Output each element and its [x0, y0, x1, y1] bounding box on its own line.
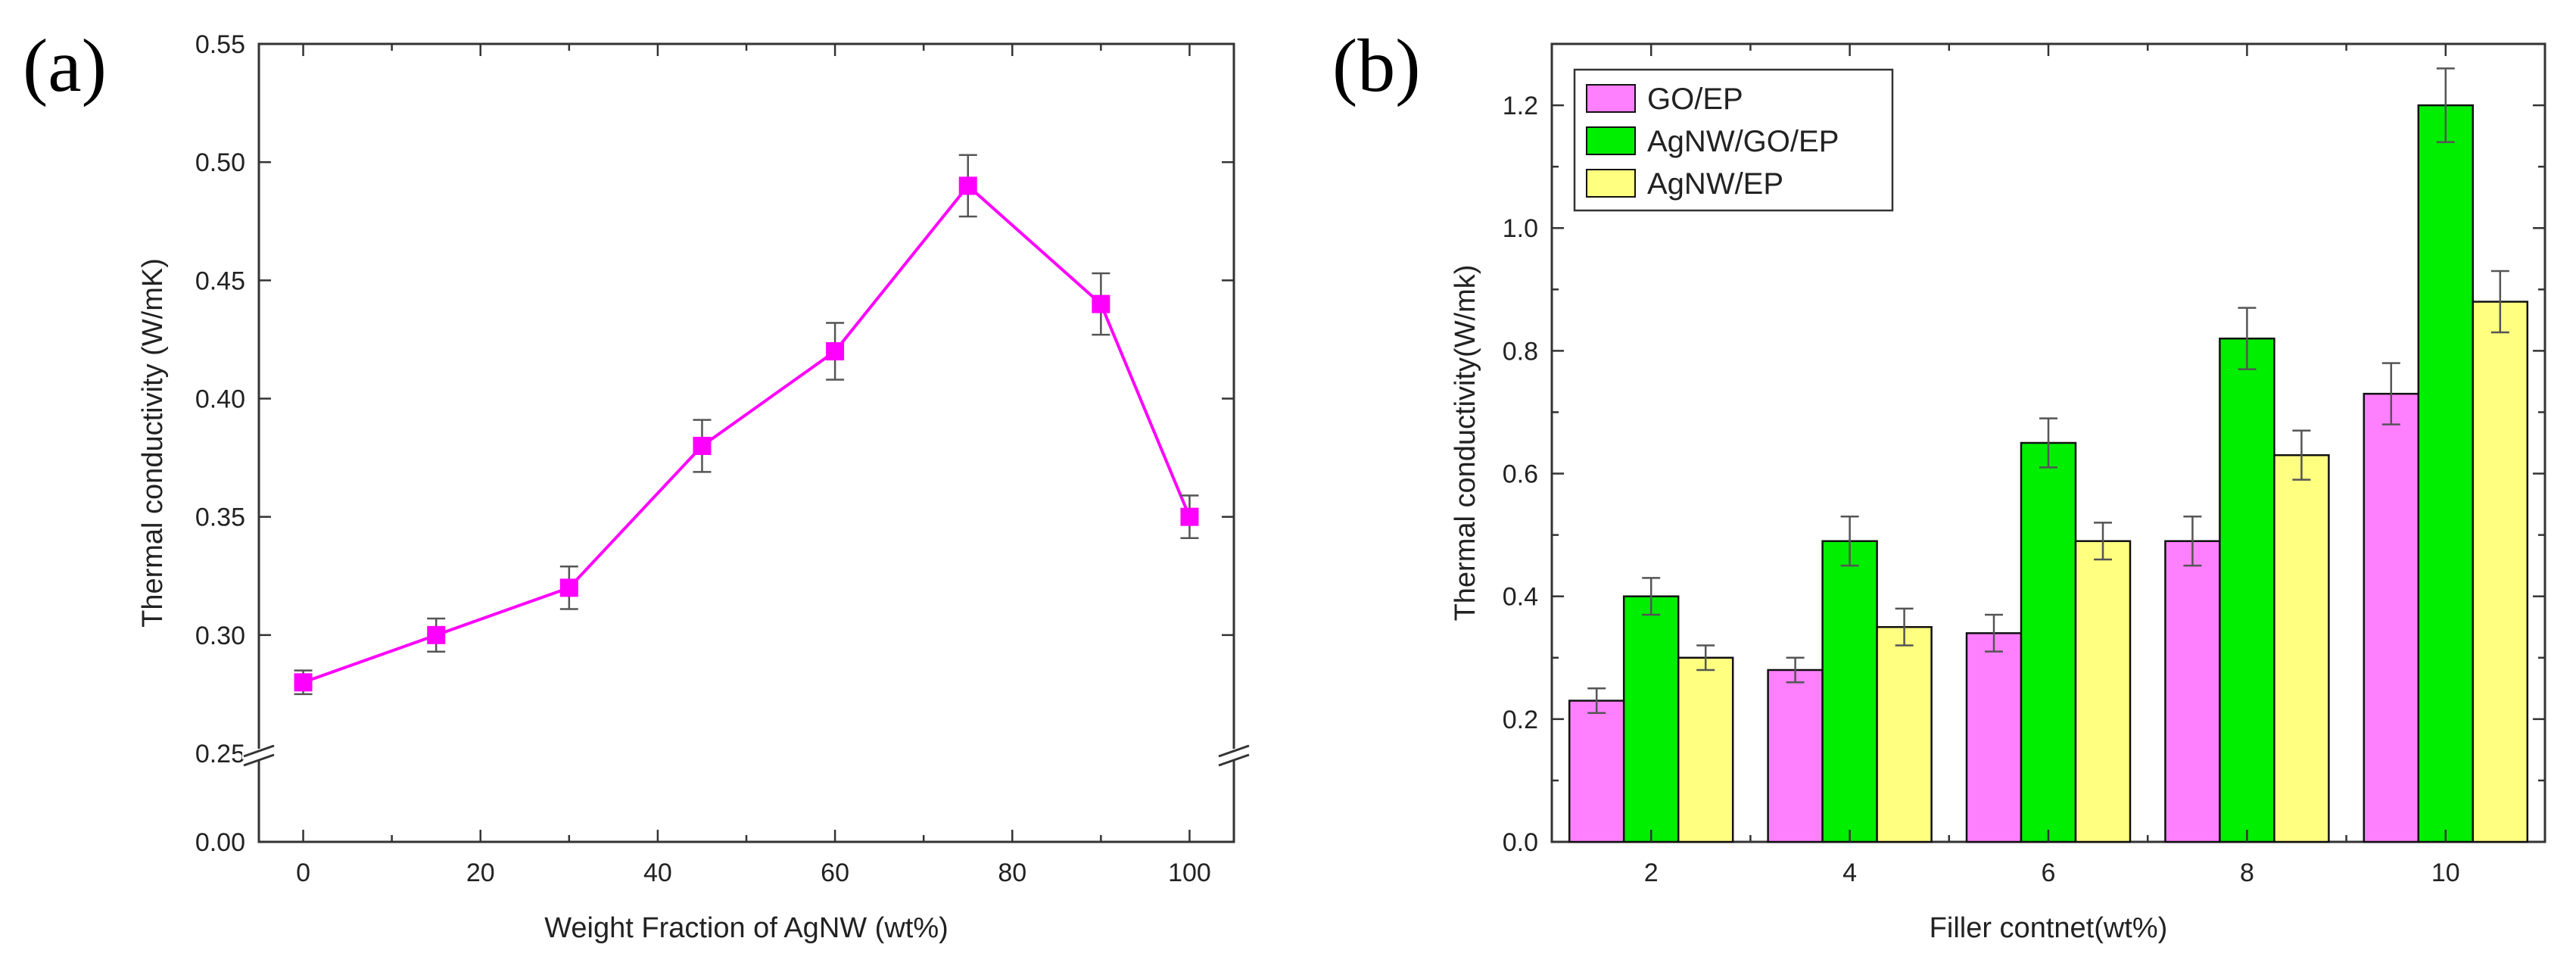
bar [2219, 337, 2275, 843]
data-point [1180, 507, 1199, 526]
legend-label: GO/EP [1647, 83, 1743, 116]
bar [2417, 104, 2475, 843]
x-tick-label: 0 [296, 859, 310, 887]
bar [2164, 540, 2221, 843]
bar [1622, 595, 1680, 843]
data-point [294, 673, 313, 692]
axis-break-mark [1218, 744, 1250, 758]
y-tick-label: 0.25 [195, 740, 245, 768]
y-tick-label: 1.0 [1503, 214, 1538, 243]
data-point [1092, 295, 1110, 313]
y-tick-label: 0.40 [195, 385, 245, 414]
axis-break-mark [243, 744, 275, 758]
panel-a-label: (a) [23, 23, 107, 108]
data-point [559, 578, 578, 597]
legend-swatch [1586, 169, 1636, 198]
bar [1876, 625, 1933, 843]
legend-label: AgNW/EP [1647, 167, 1783, 201]
y-tick-label: 0.55 [195, 30, 245, 59]
panel-b-label: (b) [1332, 23, 1421, 108]
x-tick-label: 80 [998, 859, 1026, 887]
x-tick-label: 60 [821, 859, 849, 887]
series-line [302, 183, 1191, 684]
legend-swatch [1586, 84, 1636, 113]
bar [2363, 392, 2420, 843]
panel-a-y-axis-title: Thermal conductivity (W/mK) [137, 258, 169, 628]
y-tick-label: 0.8 [1503, 337, 1538, 366]
bar [1568, 700, 1625, 843]
legend-swatch [1586, 126, 1636, 155]
y-tick-label: 0.50 [195, 148, 245, 177]
bar [2020, 441, 2077, 843]
x-tick-label: 6 [2042, 859, 2056, 887]
bar [2074, 540, 2132, 843]
y-tick-label: 1.2 [1503, 92, 1538, 120]
x-tick-label: 10 [2431, 859, 2460, 887]
x-tick-label: 20 [466, 859, 495, 887]
x-tick-label: 4 [1842, 859, 1857, 887]
panel-b-y-axis-title: Thermal conductivity(W/mk) [1450, 265, 1481, 622]
bar [1677, 656, 1734, 843]
data-point [427, 625, 446, 644]
panel-b-legend: GO/EP AgNW/GO/EP AgNW/EP [1573, 68, 1894, 212]
panel-b-bars [1568, 67, 2529, 843]
x-tick-label: 40 [643, 859, 672, 887]
bar [2472, 301, 2529, 843]
panel-b-axes: 0.0 0.2 0.4 0.6 0.8 1.0 1.2 2 4 6 8 10 [1503, 42, 2545, 887]
panel-b-x-axis-title: Filler contnet(wt%) [1930, 912, 2168, 944]
axis-break-mark [1218, 753, 1250, 767]
legend-label: AgNW/GO/EP [1647, 125, 1839, 158]
data-point [826, 342, 845, 361]
y-tick-label: 0.35 [195, 503, 245, 532]
panel-a-x-axis-title: Weight Fraction of AgNW (wt%) [544, 912, 948, 944]
panel-b-bar-chart: (b) 0.0 0.2 0.4 0.6 0.8 1.0 1.2 2 4 6 8 10 GO/EP AgN… [1332, 23, 2546, 944]
y-tick-label: 0.6 [1503, 460, 1538, 489]
y-tick-label: 0.00 [195, 828, 245, 857]
data-point [693, 436, 712, 455]
y-tick-label: 0.4 [1503, 583, 1538, 612]
bar [2273, 453, 2330, 843]
x-tick-label: 100 [1168, 859, 1211, 887]
panel-a-axis-break [242, 744, 1251, 767]
y-tick-label: 0.2 [1503, 706, 1538, 734]
x-tick-label: 8 [2240, 859, 2254, 887]
bar [1767, 668, 1824, 843]
bar [1821, 540, 1878, 843]
y-tick-label: 0.30 [195, 622, 245, 650]
axis-break-mark [243, 753, 275, 767]
panel-a-axes: 0.00 0.25 0.30 0.35 0.40 0.45 0.50 0.55 0 20 40 60 8… [195, 30, 1234, 887]
bar [1965, 632, 2023, 843]
panel-a-plot-frame [257, 42, 1235, 843]
x-tick-label: 2 [1644, 859, 1659, 887]
data-point [958, 176, 977, 195]
panel-a-series [294, 154, 1199, 696]
y-tick-label: 0.45 [195, 266, 245, 295]
panel-a-line-chart: (a) 0.00 0.25 0.30 0.35 0.40 0.45 0.50 0.55 0 20 4… [23, 23, 1251, 944]
y-tick-label: 0.0 [1503, 828, 1538, 857]
